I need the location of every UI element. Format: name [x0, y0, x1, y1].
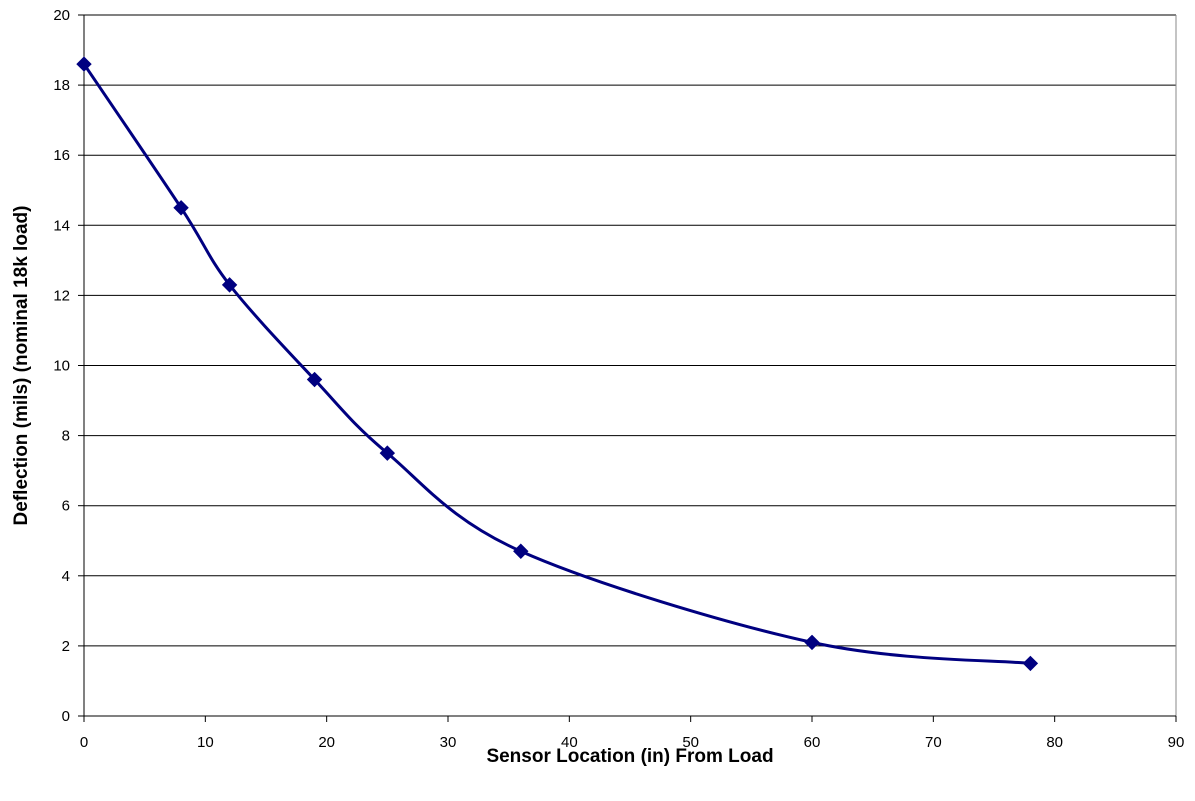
y-tick-label-0: 0	[62, 708, 70, 725]
y-axis-ticks: 0 2 4 6 8 10 12 14 16 18 20	[53, 7, 84, 725]
y-tick-label-18: 18	[53, 77, 70, 94]
data-point-60	[804, 634, 820, 651]
x-tick-label-20: 20	[318, 734, 335, 751]
data-point-12	[221, 277, 238, 293]
data-point-8	[173, 200, 189, 216]
data-point-19	[306, 371, 323, 388]
x-axis-ticks: 0 10 20 30 40 50 60 70 80 90	[80, 716, 1185, 751]
y-tick-label-10: 10	[53, 358, 70, 375]
data-point-0	[76, 56, 92, 72]
x-tick-label-10: 10	[197, 734, 214, 751]
gridlines	[84, 14, 1176, 647]
y-tick-label-6: 6	[62, 498, 70, 515]
y-tick-label-2: 2	[62, 638, 70, 655]
x-tick-label-30: 30	[440, 734, 457, 751]
series-line-0	[82, 63, 1031, 665]
data-point-25	[379, 445, 396, 461]
x-tick-label-60: 60	[804, 734, 821, 751]
y-tick-label-12: 12	[53, 287, 70, 304]
y-tick-label-8: 8	[62, 428, 70, 445]
data-point-78	[1022, 655, 1039, 672]
y-axis-title: Deflection (mils) (nominal 18k load)	[11, 206, 32, 526]
data-point-36	[513, 543, 529, 559]
y-tick-label-20: 20	[53, 7, 70, 24]
series	[76, 56, 1039, 672]
x-tick-label-0: 0	[80, 734, 88, 751]
y-tick-label-14: 14	[53, 217, 70, 234]
x-tick-label-80: 80	[1046, 734, 1063, 751]
y-tick-label-4: 4	[62, 568, 70, 585]
x-tick-label-90: 90	[1168, 734, 1185, 751]
y-tick-label-16: 16	[53, 147, 70, 164]
x-tick-label-70: 70	[925, 734, 942, 751]
x-tick-label-50: 50	[682, 734, 699, 751]
x-axis-title: Sensor Location (in) From Load	[486, 746, 773, 767]
x-tick-label-40: 40	[561, 734, 578, 751]
